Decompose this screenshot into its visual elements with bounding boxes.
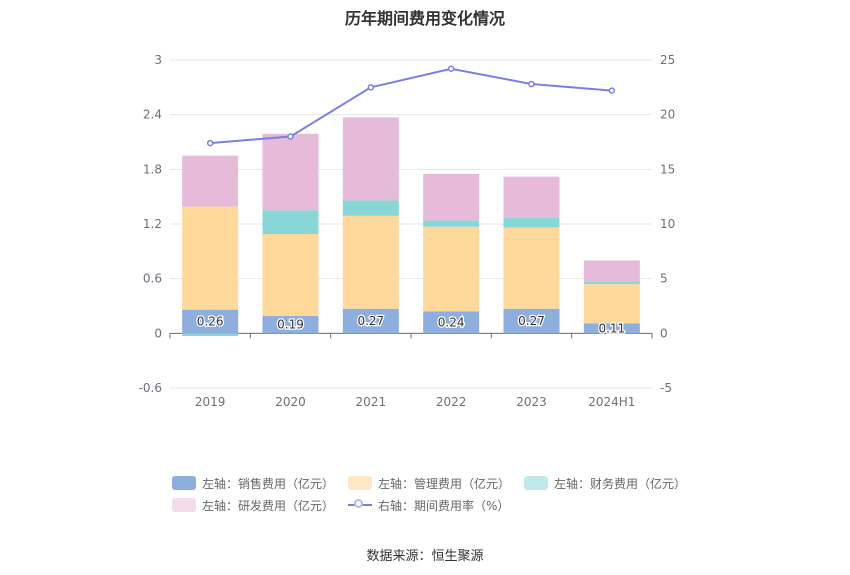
bar-segment [182,333,239,337]
legend-label-rnd: 左轴：研发费用（亿元） [202,498,335,513]
right-axis-tick-label: -5 [660,381,672,395]
legend-swatch-sales [172,476,196,490]
bar-segment [503,308,560,334]
data-label: 0.26 [197,314,224,328]
bar-segment [182,206,239,310]
right-axis-tick-label: 0 [660,326,668,340]
x-axis-tick-label: 2022 [436,395,467,409]
chart-plot: -0.6 0 0.6 1.2 1.8 2.4 3 -5 0 5 10 15 20 25 2019 2020 20… [139,53,676,409]
legend-label-admin: 左轴：管理费用（亿元） [378,476,511,491]
legend-swatch-finance [524,476,549,490]
data-label: 0.27 [357,314,384,328]
bar-segment [583,284,640,324]
bar-segment [583,281,640,285]
data-label: 0.27 [518,314,545,328]
line-point [528,80,535,88]
bar-segment [262,316,319,334]
legend-item-sales[interactable]: 左轴：销售费用（亿元） [172,475,334,492]
data-source: 数据来源：恒生聚源 [366,549,484,564]
chart-title: 历年期间费用变化情况 [344,9,505,28]
legend-item-expense-ratio[interactable]: 右轴：期间费用率（%） [348,497,509,514]
legend-item-rnd[interactable]: 左轴：研发费用（亿元） [172,497,334,514]
bar-segment [423,226,480,312]
legend-label-sales: 左轴：销售费用（亿元） [202,476,335,491]
right-axis-tick-label: 20 [660,108,675,122]
bar-segment [342,200,399,216]
bar-segment [423,220,480,227]
x-axis-tick-label: 2021 [356,395,387,409]
legend-swatch-admin [348,476,373,490]
bar-segment [262,234,319,317]
data-label: 0.11 [598,321,625,335]
x-axis-tick-label: 2020 [275,395,306,409]
bar-segment [583,323,640,334]
bar-segment [583,260,640,282]
legend-label-expense-ratio: 右轴：期间费用率（%） [378,498,510,513]
right-axis-tick-label: 15 [660,162,675,176]
x-axis-tick-label: 2019 [195,395,226,409]
expense-ratio-line [210,67,612,145]
line-point [367,84,375,91]
data-label: 0.19 [277,318,304,332]
bar-segment [503,217,560,228]
bar-segment [503,227,560,309]
bar-segment [342,117,399,201]
line-point [447,65,455,72]
left-axis-tick-label: 3 [154,53,162,67]
bar-segment [262,133,319,211]
line-point [206,139,214,147]
bar-segment [342,215,399,309]
x-axis-tick-label: 2024H1 [588,395,635,409]
bar-segment [503,176,560,218]
bar-segment [262,210,319,235]
legend-item-admin[interactable]: 左轴：管理费用（亿元） [348,475,510,492]
legend-item-finance[interactable]: 左轴：财务费用（亿元） [524,475,686,492]
left-axis-tick-label: 0 [154,326,162,340]
bar-segment [182,309,239,334]
right-axis-tick-label: 10 [660,217,675,231]
legend-line-icon [348,498,373,512]
bar-segment [182,155,239,207]
left-axis-tick-label: 0.6 [143,272,162,286]
right-axis-tick-label: 25 [660,53,675,67]
line-point [608,87,616,94]
legend-swatch-rnd [172,498,196,512]
legend-label-finance: 左轴：财务费用（亿元） [554,476,687,491]
left-axis-tick-label: -0.6 [139,381,162,395]
line-point [287,133,294,140]
chart-legend: 左轴：销售费用（亿元） 左轴：管理费用（亿元） 左轴：财务费用（亿元） 左轴：研… [172,472,692,516]
right-axis-tick-label: 5 [660,272,668,286]
x-axis-tick-label: 2023 [516,395,547,409]
data-label: 0.24 [438,315,465,329]
bar-segment [423,311,480,334]
left-axis-tick-label: 1.2 [143,217,162,231]
bar-segment [342,308,399,334]
left-axis-tick-label: 1.8 [143,162,162,176]
bar-segment [423,173,480,221]
left-axis-tick-label: 2.4 [143,108,162,122]
